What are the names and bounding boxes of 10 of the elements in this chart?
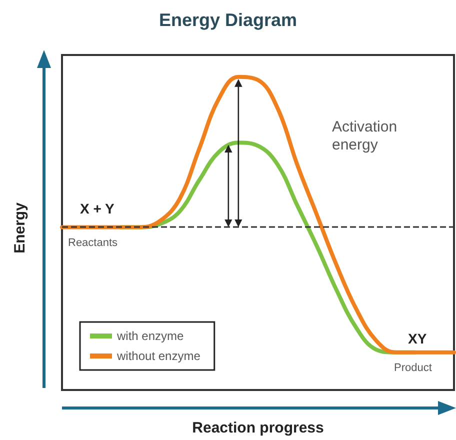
legend-label: with enzyme — [116, 329, 184, 343]
annotation: Product — [394, 362, 432, 374]
chart-title: Energy Diagram — [158, 10, 298, 30]
annotation: Activation energy — [332, 118, 402, 154]
annotation: XY — [408, 330, 428, 346]
annotation: X + Y — [80, 200, 116, 216]
legend-label: without enzyme — [116, 349, 201, 363]
y-axis-title: Energy — [12, 202, 28, 254]
annotation: Reactants — [68, 237, 118, 249]
x-axis-title: Reaction progress — [192, 420, 324, 436]
